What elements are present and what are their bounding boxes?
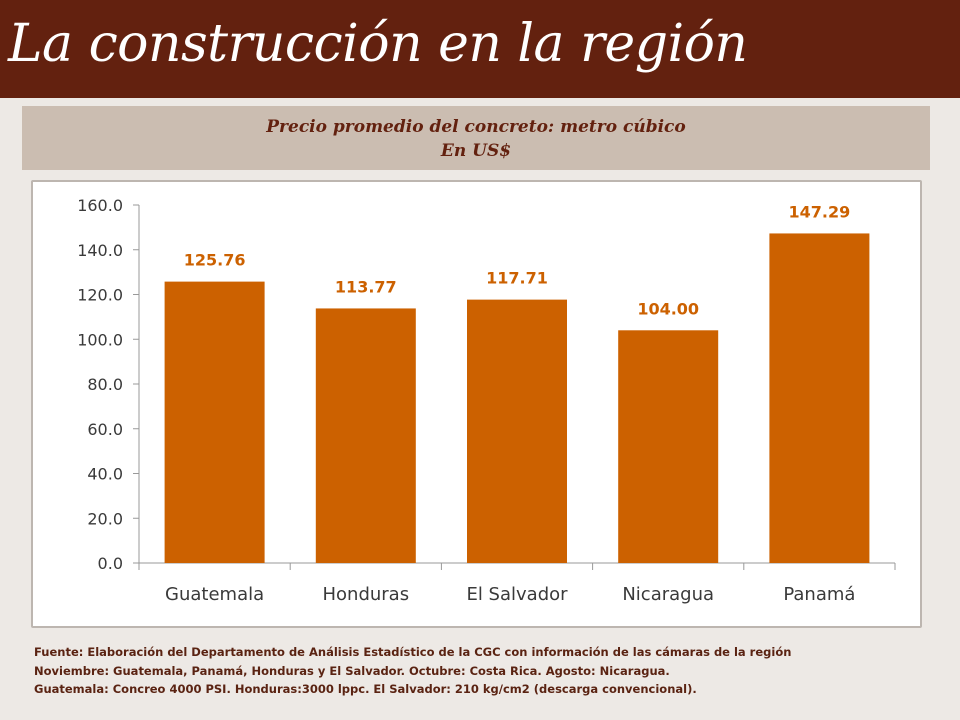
data-label: 113.77 [335, 277, 397, 296]
y-tick-label: 20.0 [87, 509, 123, 528]
category-label: El Salvador [466, 584, 568, 605]
source-note-line2: Noviembre: Guatemala, Panamá, Honduras y… [34, 663, 670, 678]
bar-chart: 0.0 20.0 40.0 60.0 80.0 100.0 120.0 140.0 160.0 1… [77, 196, 896, 605]
bar [315, 308, 416, 563]
chart-header-line1: Precio promedio del concreto: metro cúbi… [266, 117, 686, 137]
data-label: 104.00 [637, 299, 699, 318]
page-title: La construcción en la región [8, 14, 748, 74]
y-tick-label: 80.0 [87, 375, 123, 394]
y-tick-label: 40.0 [87, 465, 123, 484]
y-tick-label: 120.0 [77, 286, 123, 305]
data-label: 147.29 [789, 202, 851, 221]
category-label: Nicaragua [622, 584, 714, 605]
bar [164, 281, 265, 563]
bar [467, 299, 567, 563]
data-label: 125.76 [184, 251, 246, 270]
y-tick-label: 140.0 [77, 241, 123, 260]
y-tick-label: 0.0 [98, 554, 123, 573]
bar [769, 233, 870, 563]
data-label: 117.71 [486, 269, 548, 288]
chart-header-line2: En US$ [440, 141, 512, 161]
category-label: Panamá [783, 584, 855, 605]
chart-frame: 0.0 20.0 40.0 60.0 80.0 100.0 120.0 140.0 160.0 1… [31, 180, 922, 628]
chart-header: Precio promedio del concreto: metro cúbi… [22, 106, 930, 170]
y-tick-label: 60.0 [87, 420, 123, 439]
y-tick-label: 160.0 [77, 196, 123, 215]
source-notes: Fuente: Elaboración del Departamento de … [34, 643, 934, 699]
category-label: Honduras [322, 584, 409, 605]
title-bar: La construcción en la región [0, 0, 960, 98]
y-tick-label: 100.0 [77, 330, 123, 349]
bar [618, 330, 719, 563]
source-note-line3: Guatemala: Concreo 4000 PSI. Honduras:30… [34, 682, 697, 696]
source-note-line1: Fuente: Elaboración del Departamento de … [34, 645, 792, 659]
category-label: Guatemala [165, 584, 264, 605]
